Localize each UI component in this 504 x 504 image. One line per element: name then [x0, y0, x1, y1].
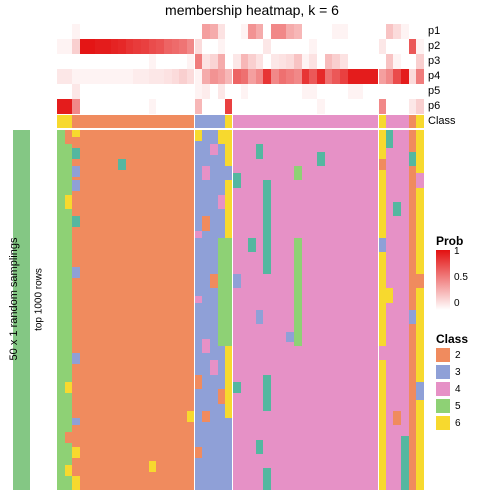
y-axis-label-inner: top 1000 rows: [34, 250, 45, 350]
prob-cell: [416, 39, 424, 54]
prob-cell: [416, 69, 424, 84]
legend-row-class-2: 2: [436, 348, 461, 362]
col-separator: [378, 24, 379, 490]
prob-tick: 0: [454, 298, 460, 309]
row-label-p6: p6: [428, 100, 440, 112]
prob-cell: [416, 84, 424, 99]
y-axis-label-outer: 50 x 1 random samplings: [8, 229, 20, 369]
legend-label: 3: [455, 367, 461, 378]
prob-tick: 0.5: [454, 272, 468, 283]
legend-label: 4: [455, 384, 461, 395]
legend-swatch: [436, 416, 450, 430]
prob-cell: [416, 54, 424, 69]
row-label-p5: p5: [428, 85, 440, 97]
row-label-p2: p2: [428, 40, 440, 52]
row-label-p3: p3: [428, 55, 440, 67]
legend-row-class-3: 3: [436, 365, 461, 379]
legend-label: 5: [455, 401, 461, 412]
class-cell: [416, 115, 424, 128]
chart-title: membership heatmap, k = 6: [0, 2, 504, 18]
prob-cell: [416, 24, 424, 39]
legend-swatch: [436, 348, 450, 362]
row-label-p1: p1: [428, 25, 440, 37]
legend-label: 6: [455, 418, 461, 429]
legend-label: 2: [455, 350, 461, 361]
col-separator: [194, 24, 195, 490]
prob-cell: [416, 99, 424, 114]
prob-tick: 1: [454, 246, 460, 257]
legend-row-class-6: 6: [436, 416, 461, 430]
legend-row-class-5: 5: [436, 399, 461, 413]
prob-gradient: [436, 250, 450, 310]
legend-title-class: Class: [436, 332, 468, 346]
col-separator: [232, 24, 233, 490]
legend-swatch: [436, 399, 450, 413]
heatmap-patch: [416, 173, 424, 187]
legend-swatch: [436, 382, 450, 396]
legend-row-class-4: 4: [436, 382, 461, 396]
legend-swatch: [436, 365, 450, 379]
row-label-class: Class: [428, 115, 456, 127]
row-label-p4: p4: [428, 70, 440, 82]
heatmap-patch: [416, 274, 424, 288]
heatmap-patch: [416, 382, 424, 400]
